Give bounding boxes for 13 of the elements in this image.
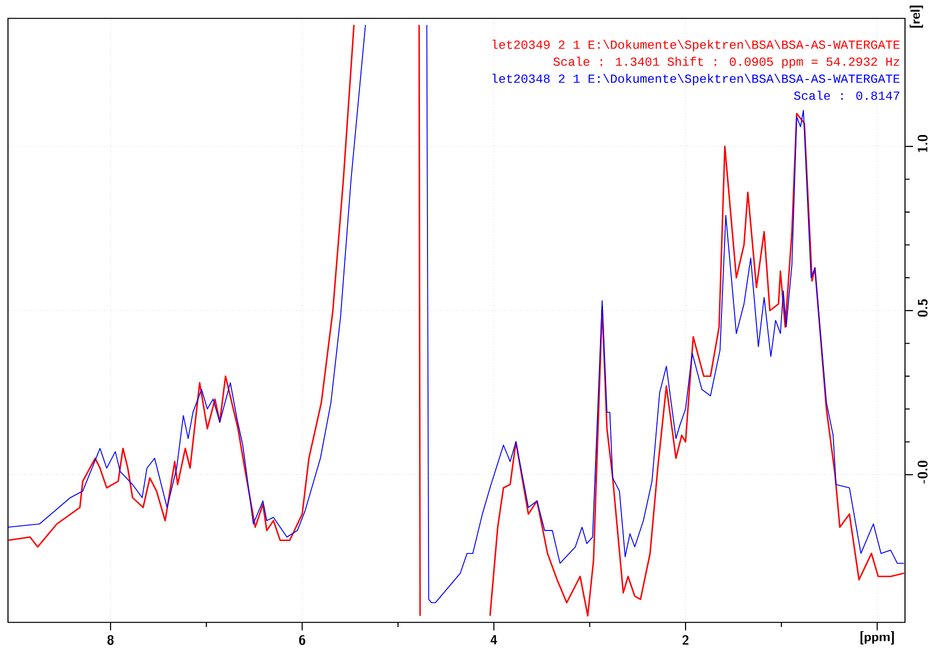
text: let20349 2 1 E:\Dokumente\Spektren\BSA\BSA-AS-WATERGATE	[492, 40, 900, 52]
x-axis-title: [ppm]	[860, 630, 894, 644]
text: let20348 2 1 E:\Dokumente\Spektren\BSA\BSA-AS-WATERGATE	[492, 74, 900, 86]
y-axis-title: [rel]	[910, 5, 924, 28]
x-tick-label: 4	[490, 634, 498, 644]
x-tick-label: 6	[299, 634, 306, 645]
y-tick-label: 1.0	[918, 134, 928, 152]
y-tick-label: 0.5	[918, 299, 928, 316]
x-tick-label: 8	[107, 634, 114, 645]
y-tick-label: -0.0	[918, 460, 928, 484]
annotation: Scale : 1.3401 Shift : 0.0905 ppm = 54.2932 Hz	[553, 56, 900, 68]
annotation: Scale : 0.8147	[794, 90, 900, 100]
x-tick-label: 2	[682, 634, 688, 644]
